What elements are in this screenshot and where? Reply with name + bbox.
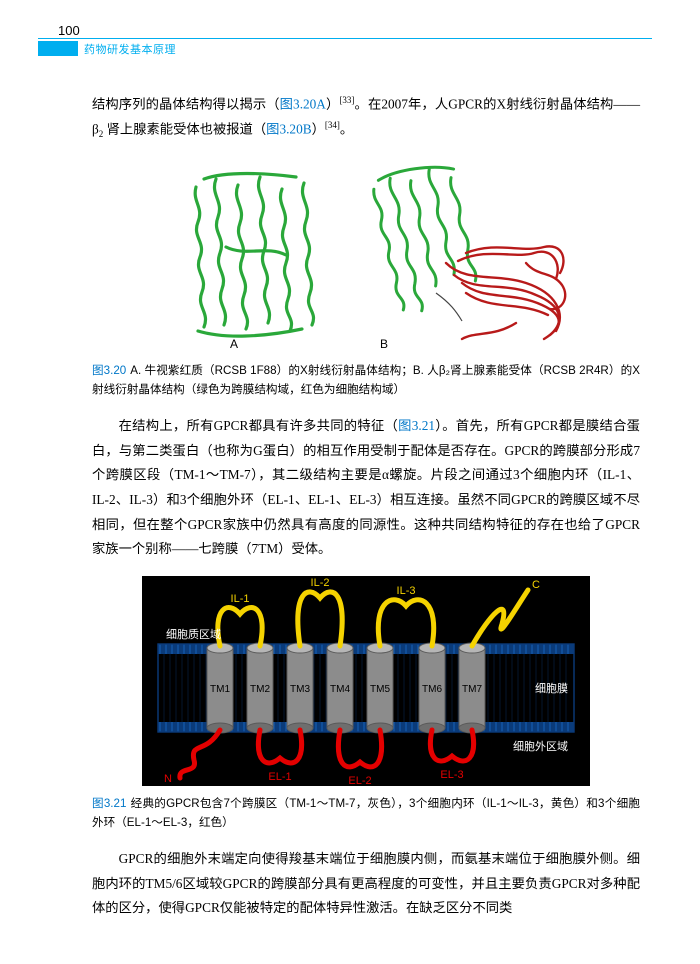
svg-text:EL-3: EL-3 (440, 769, 463, 781)
figure-3-21-caption: 图3.21经典的GPCR包含7个跨膜区（TM-1～TM-7，灰色），3个细胞内环… (92, 794, 640, 833)
svg-text:C: C (532, 579, 540, 591)
svg-text:IL-1: IL-1 (231, 593, 250, 605)
intro-text-5: ） (312, 121, 325, 136)
intro-text-4: 肾上腺素能受体也被报道（ (103, 121, 266, 136)
gpcr-membrane-svg: TM1 TM2 TM3 TM4 TM5 TM6 TM7 IL-1 IL-2 IL-3 C EL-1 EL… (142, 576, 590, 786)
mid-text-1: 在结构上，所有GPCR都具有许多共同的特征（ (119, 418, 399, 433)
intro-paragraph: 结构序列的晶体结构得以揭示（图3.20A）[33]。在2007年，人GPCR的X… (92, 92, 640, 143)
svg-text:TM4: TM4 (330, 684, 350, 695)
figure-3-20-label-a: A (230, 337, 238, 351)
figure-3-20-caption: 图3.20A. 牛视紫红质（RCSB 1F88）的X射线衍射晶体结构；B. 人β… (92, 361, 640, 400)
header-rule (38, 38, 652, 39)
svg-text:N: N (164, 773, 172, 785)
figref-3-21: 图3.21 (398, 418, 435, 433)
page-number: 100 (58, 23, 80, 38)
svg-text:IL-3: IL-3 (397, 585, 416, 597)
citation-33: [33] (339, 95, 354, 105)
svg-text:TM5: TM5 (370, 684, 390, 695)
svg-text:TM6: TM6 (422, 684, 442, 695)
page-content: 结构序列的晶体结构得以揭示（图3.20A）[33]。在2007年，人GPCR的X… (0, 56, 700, 921)
figref-3-20a: 图3.20A (280, 96, 326, 111)
mid-paragraph: 在结构上，所有GPCR都具有许多共同的特征（图3.21）。首先，所有GPCR都是… (92, 414, 640, 562)
citation-34: [34] (325, 120, 340, 130)
svg-text:EL-1: EL-1 (268, 771, 291, 783)
intro-text-6: 。 (340, 121, 353, 136)
svg-text:IL-2: IL-2 (311, 577, 330, 589)
figure-3-20-caption-no: 图3.20 (92, 364, 126, 377)
svg-text:细胞质区域: 细胞质区域 (166, 628, 221, 641)
protein-ribbons-svg (146, 157, 586, 353)
figure-3-20-image: A B (146, 157, 586, 353)
figure-3-21-caption-no: 图3.21 (92, 797, 126, 810)
mid-text-2: ）。首先，所有GPCR都是膜结合蛋白，与第二类蛋白（也称为G蛋白）的相互作用受制… (92, 418, 640, 556)
figure-3-21-image: TM1 TM2 TM3 TM4 TM5 TM6 TM7 IL-1 IL-2 IL-3 C EL-1 EL… (142, 576, 590, 786)
figure-3-21: TM1 TM2 TM3 TM4 TM5 TM6 TM7 IL-1 IL-2 IL-3 C EL-1 EL… (92, 576, 640, 786)
svg-text:TM1: TM1 (210, 684, 230, 695)
figure-3-20-caption-text: A. 牛视紫红质（RCSB 1F88）的X射线衍射晶体结构；B. 人β₂肾上腺素… (92, 364, 640, 397)
figure-3-20: A B (92, 157, 640, 353)
page-accent (38, 41, 78, 56)
header-title: 药物研发基本原理 (84, 41, 176, 57)
svg-text:TM2: TM2 (250, 684, 270, 695)
svg-text:细胞膜: 细胞膜 (535, 682, 568, 695)
intro-text-2: ） (326, 96, 340, 111)
svg-text:TM3: TM3 (290, 684, 310, 695)
svg-text:TM7: TM7 (462, 684, 482, 695)
figref-3-20b: 图3.20B (266, 121, 311, 136)
svg-text:EL-2: EL-2 (348, 775, 371, 786)
page-header: 100 药物研发基本原理 (0, 0, 700, 56)
intro-text-1: 结构序列的晶体结构得以揭示（ (92, 96, 280, 111)
svg-text:细胞外区域: 细胞外区域 (513, 740, 568, 753)
figure-3-21-caption-text: 经典的GPCR包含7个跨膜区（TM-1～TM-7，灰色），3个细胞内环（IL-1… (92, 797, 640, 830)
end-paragraph: GPCR的细胞外末端定向使得羧基末端位于细胞膜内侧，而氨基末端位于细胞膜外侧。细… (92, 847, 640, 921)
figure-3-20-label-b: B (380, 337, 388, 351)
